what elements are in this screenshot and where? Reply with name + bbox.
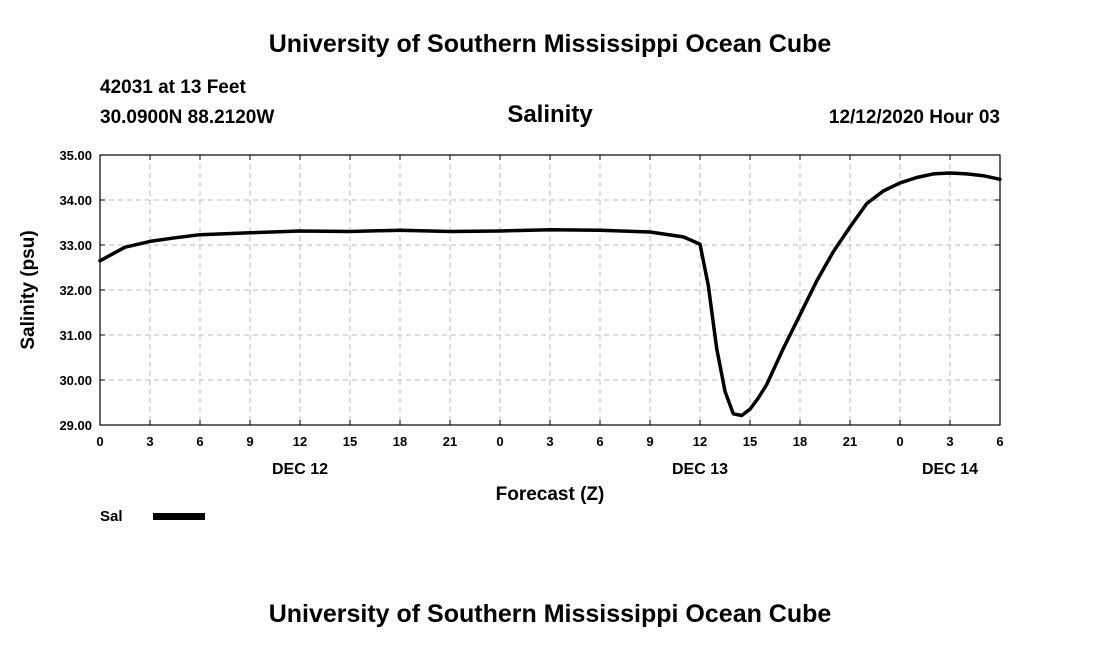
x-tick-label: 18 <box>393 434 407 449</box>
axis-ticks <box>99 154 1001 426</box>
date-labels: DEC 12 DEC 13 DEC 14 <box>272 461 978 478</box>
x-axis-label: Forecast (Z) <box>496 484 605 505</box>
page-title: University of Southern Mississippi Ocean… <box>268 30 832 58</box>
x-tick-label: 3 <box>146 434 153 449</box>
x-tick-label: 6 <box>196 434 203 449</box>
x-tick-label: 21 <box>443 434 457 449</box>
y-tick-label: 30.00 <box>59 373 92 388</box>
y-tick-label: 31.00 <box>59 328 92 343</box>
salinity-chart: 29.00 30.00 31.00 32.00 33.00 34.00 35.00 0 3 6 9… <box>18 148 1004 505</box>
legend: Sal <box>100 508 205 525</box>
date-label: DEC 13 <box>672 461 728 478</box>
y-axis-label: Salinity (psu) <box>18 230 39 349</box>
x-tick-label: 15 <box>343 434 357 449</box>
x-tick-label: 6 <box>596 434 603 449</box>
x-tick-label: 9 <box>646 434 653 449</box>
y-tick-label: 29.00 <box>59 418 92 433</box>
x-tick-label: 0 <box>896 434 903 449</box>
y-tick-label: 34.00 <box>59 193 92 208</box>
x-tick-label: 15 <box>743 434 757 449</box>
x-tick-labels: 0 3 6 9 12 15 18 21 0 3 6 9 12 15 18 21 0 3 6 <box>96 434 1003 449</box>
forecast-timestamp: 12/12/2020 Hour 03 <box>828 107 1000 128</box>
legend-line-swatch <box>152 513 205 520</box>
x-tick-label: 21 <box>843 434 857 449</box>
y-tick-labels: 29.00 30.00 31.00 32.00 33.00 34.00 35.00 <box>59 148 92 433</box>
station-coordinates: 30.0900N 88.2120W <box>100 107 275 128</box>
x-tick-label: 12 <box>693 434 707 449</box>
legend-label: Sal <box>100 508 123 525</box>
y-tick-label: 32.00 <box>59 283 92 298</box>
x-tick-label: 12 <box>293 434 307 449</box>
x-tick-label: 0 <box>96 434 103 449</box>
salinity-series-line <box>98 171 1002 418</box>
x-tick-label: 9 <box>246 434 253 449</box>
date-label: DEC 12 <box>272 461 328 478</box>
x-tick-label: 6 <box>996 434 1003 449</box>
x-tick-label: 3 <box>946 434 953 449</box>
station-label: 42031 at 13 Feet <box>100 77 246 98</box>
chart-title: Salinity <box>507 101 593 128</box>
x-tick-label: 3 <box>546 434 553 449</box>
date-label: DEC 14 <box>922 461 978 478</box>
footer-title: University of Southern Mississippi Ocean… <box>268 600 832 628</box>
grid-lines <box>100 155 1000 425</box>
y-tick-label: 33.00 <box>59 238 92 253</box>
y-tick-label: 35.00 <box>59 148 92 163</box>
x-tick-label: 18 <box>793 434 807 449</box>
x-tick-label: 0 <box>496 434 503 449</box>
